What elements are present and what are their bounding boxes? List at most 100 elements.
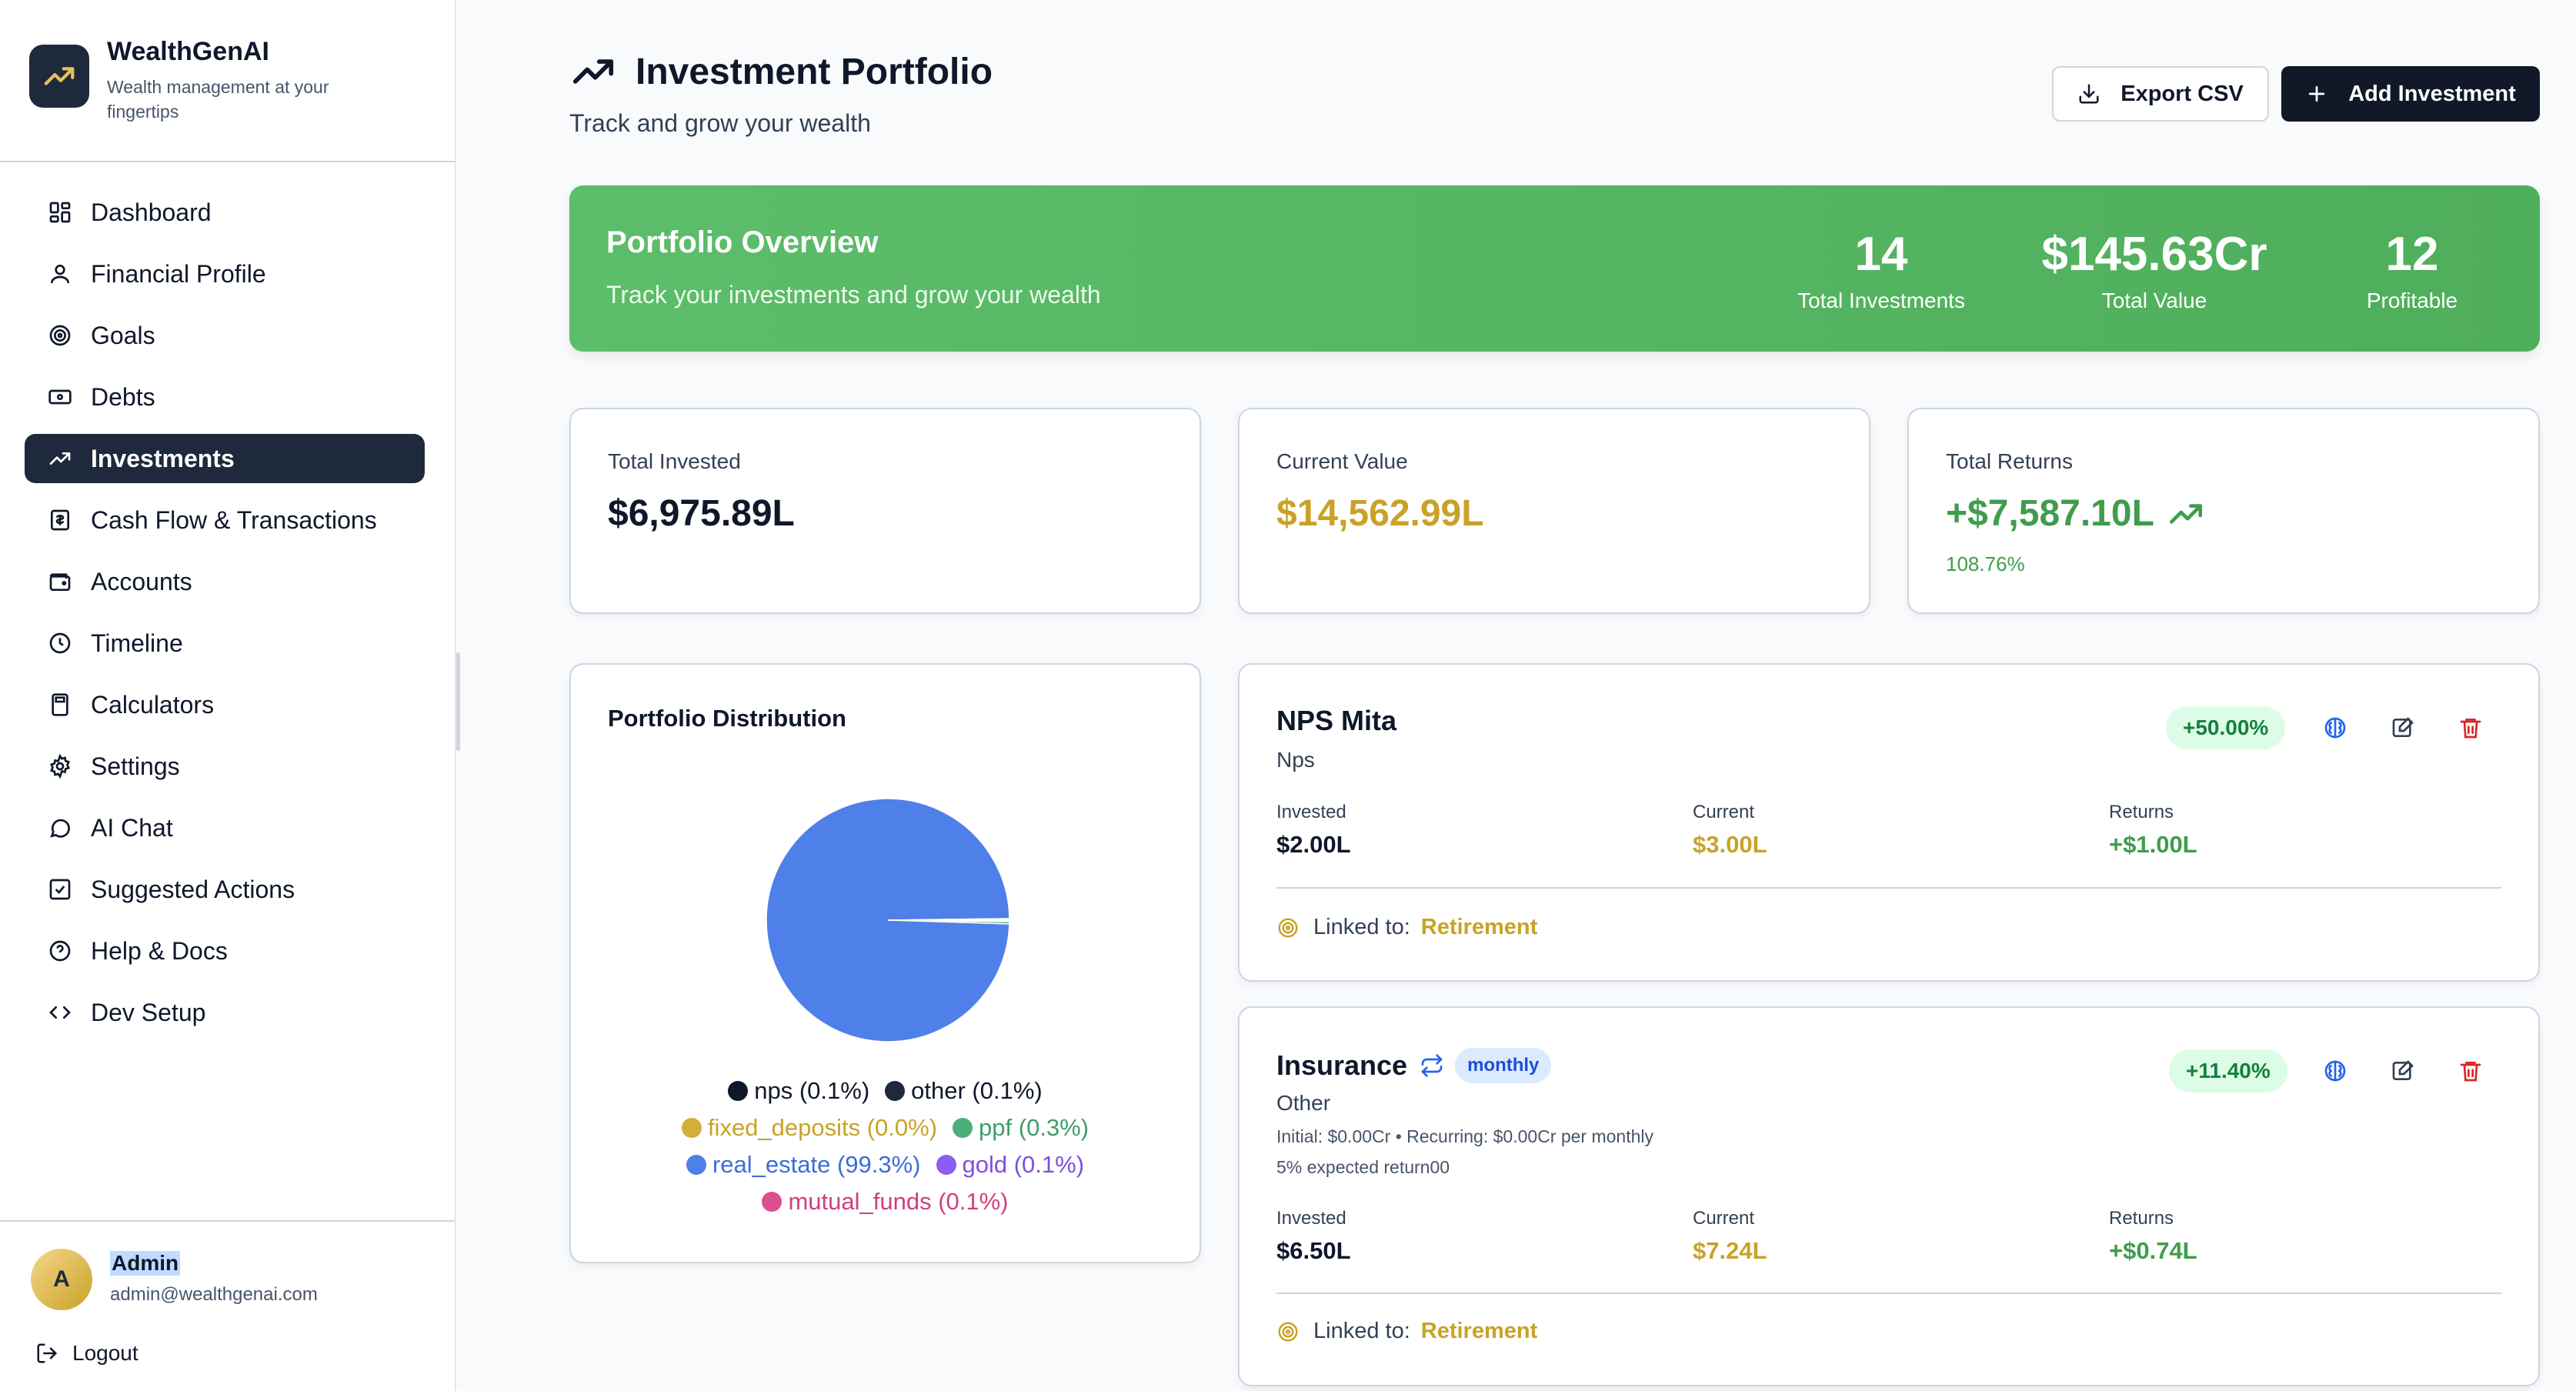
stat-value: $145.63Cr [2041,228,2267,281]
legend-item-nps[interactable]: nps (0.1%) [728,1077,869,1105]
legend-item-fixed-deposits[interactable]: fixed_deposits (0.0%) [681,1114,937,1142]
app-name: WealthGenAI [107,37,269,66]
sidebar-item-label: Investments [91,444,235,472]
sidebar-item-cash-flow[interactable]: Cash Flow & Transactions [25,495,425,545]
sidebar-item-investments[interactable]: Investments [25,434,425,483]
logout-button[interactable]: Logout [35,1341,138,1366]
brain-icon [2324,717,2346,739]
sidebar-item-timeline[interactable]: Timeline [25,619,425,668]
investment-name-text: Insurance [1276,1049,1408,1081]
target-icon [49,325,71,346]
sidebar-item-label: AI Chat [91,813,173,842]
sidebar-nav: Dashboard Financial Profile Goals Debts … [25,188,425,1049]
export-csv-button[interactable]: Export CSV [2052,66,2269,122]
investment-card: Insurance monthly Other Initial: $0.00Cr… [1238,1006,2540,1386]
sidebar-resize-handle[interactable] [456,652,460,751]
edit-button[interactable] [2387,712,2418,743]
trending-up-icon [572,59,614,84]
sidebar-item-ai-chat[interactable]: AI Chat [25,803,425,852]
trending-up-icon [49,452,71,465]
linked-goal: Linked to: Retirement [1276,1319,1537,1344]
legend-item-mutual-funds[interactable]: mutual_funds (0.1%) [762,1188,1009,1216]
stat-total-investments: 14 Total Investments [1777,227,1985,313]
linked-goal-name[interactable]: Retirement [1420,1319,1538,1343]
current-value: $7.24L [1693,1237,1767,1264]
overview-title: Portfolio Overview [606,225,879,259]
total-returns-label: Total Returns [1946,449,2073,473]
current-column: Current $7.24L [1693,1208,1767,1265]
sidebar-item-label: Goals [91,321,155,349]
distribution-legend: nps (0.1%) other (0.1%) fixed_deposits (… [571,1072,1200,1220]
add-investment-label: Add Investment [2348,81,2516,106]
dashboard-icon [49,202,71,223]
legend-dot [953,1118,973,1138]
total-returns-card: Total Returns +$7,587.10L 108.76% [1907,408,2540,614]
total-invested-value: $6,975.89L [608,493,795,534]
sidebar-item-label: Dev Setup [91,998,206,1026]
legend-item-gold[interactable]: gold (0.1%) [936,1151,1084,1179]
sidebar-item-settings[interactable]: Settings [25,742,425,791]
stat-profitable: 12 Profitable [2316,227,2508,313]
investment-name: Insurance monthly [1276,1048,1552,1083]
sidebar-item-goals[interactable]: Goals [25,311,425,360]
checkbox-icon [49,879,71,900]
delete-button[interactable] [2455,712,2486,743]
banknote-icon [48,389,72,405]
legend-item-other[interactable]: other (0.1%) [885,1077,1043,1105]
sidebar-item-label: Financial Profile [91,259,266,288]
sidebar-item-label: Accounts [91,567,192,595]
total-invested-card: Total Invested $6,975.89L [569,408,1201,614]
wallet-icon [49,573,71,591]
sidebar-item-debts[interactable]: Debts [25,372,425,422]
target-icon [1278,1322,1298,1341]
sidebar-item-dev-setup[interactable]: Dev Setup [25,988,425,1037]
linked-goal-name[interactable]: Retirement [1420,915,1538,939]
sidebar-item-suggested-actions[interactable]: Suggested Actions [25,865,425,914]
sidebar-item-financial-profile[interactable]: Financial Profile [25,249,425,299]
avatar[interactable]: A [31,1249,92,1310]
logout-label: Logout [72,1341,138,1365]
stat-label: Total Investments [1797,289,1965,312]
current-label: Current [1693,1208,1755,1229]
sidebar-item-label: Suggested Actions [91,875,295,903]
calculator-icon [52,693,68,716]
sidebar-item-label: Settings [91,752,180,780]
trash-icon [2460,719,2481,739]
returns-percent-badge: +50.00% [2166,706,2286,749]
ai-analyze-button[interactable] [2320,1056,2351,1086]
returns-column: Returns +$1.00L [2109,802,2197,859]
ai-analyze-button[interactable] [2320,712,2351,743]
portfolio-distribution-card: Portfolio Distribution nps (0.1%) other … [569,663,1201,1263]
sidebar-item-label: Debts [91,382,155,411]
export-csv-label: Export CSV [2121,81,2244,106]
total-returns-row: +$7,587.10L [1946,492,2205,535]
download-icon [2079,84,2099,104]
sidebar-item-label: Timeline [91,629,183,657]
target-icon [1278,918,1298,937]
clock-icon [49,632,71,654]
invested-column: Invested $2.00L [1276,802,1351,859]
pie-slice-mutual-funds[interactable] [887,919,1010,921]
legend-dot [681,1118,702,1138]
receipt-icon [51,509,69,531]
delete-button[interactable] [2455,1056,2486,1086]
invested-column: Invested $6.50L [1276,1208,1351,1265]
legend-item-real-estate[interactable]: real_estate (99.3%) [686,1151,921,1179]
legend-label: other (0.1%) [911,1077,1043,1104]
edit-icon [2392,717,2414,737]
edit-button[interactable] [2387,1056,2418,1086]
sidebar-item-calculators[interactable]: Calculators [25,680,425,729]
sidebar-item-help[interactable]: Help & Docs [25,926,425,976]
investment-type: Other [1276,1091,1331,1115]
sidebar-item-label: Calculators [91,690,215,719]
user-panel: A Admin admin@wealthgenai.com Logout [0,1220,455,1391]
total-returns-value: +$7,587.10L [1946,493,2154,534]
help-icon [49,940,71,962]
user-email: admin@wealthgenai.com [110,1284,318,1305]
add-investment-button[interactable]: Add Investment [2281,66,2540,122]
sidebar-item-dashboard[interactable]: Dashboard [25,188,425,237]
sidebar-item-accounts[interactable]: Accounts [25,557,425,606]
legend-item-ppf[interactable]: ppf (0.3%) [953,1114,1089,1142]
invested-value: $2.00L [1276,831,1351,858]
current-value: $3.00L [1693,831,1767,858]
